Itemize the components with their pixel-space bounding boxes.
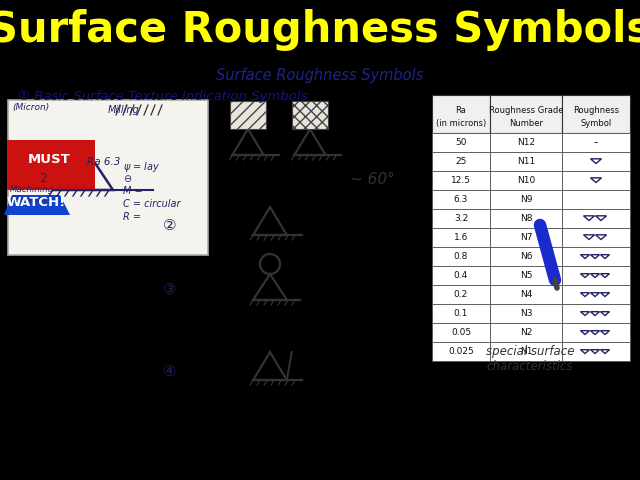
Bar bbox=[490, 171, 562, 190]
Text: 1.6: 1.6 bbox=[454, 233, 468, 242]
Bar bbox=[432, 190, 490, 209]
Bar bbox=[490, 266, 562, 285]
Bar bbox=[490, 209, 562, 228]
Bar bbox=[432, 304, 490, 323]
Text: 12.5: 12.5 bbox=[451, 176, 471, 185]
Text: (Micron): (Micron) bbox=[12, 103, 49, 112]
Text: special surface
characteristics: special surface characteristics bbox=[486, 345, 574, 373]
Bar bbox=[490, 133, 562, 152]
Text: 6.3: 6.3 bbox=[454, 195, 468, 204]
Bar bbox=[490, 228, 562, 247]
Text: Roughness Grade: Roughness Grade bbox=[489, 106, 563, 115]
Bar bbox=[562, 228, 630, 247]
Bar bbox=[490, 304, 562, 323]
Text: N1: N1 bbox=[520, 347, 532, 356]
Bar bbox=[562, 266, 630, 285]
Bar bbox=[490, 342, 562, 361]
Text: Number: Number bbox=[509, 119, 543, 128]
Bar bbox=[432, 323, 490, 342]
Bar bbox=[562, 209, 630, 228]
Text: $\psi$ = lay: $\psi$ = lay bbox=[123, 160, 161, 174]
Bar bbox=[562, 133, 630, 152]
Text: N11: N11 bbox=[517, 157, 535, 166]
Polygon shape bbox=[4, 195, 70, 215]
Text: 0.8: 0.8 bbox=[454, 252, 468, 261]
Text: ① Basic Surface Texture Indication Symbols: ① Basic Surface Texture Indication Symbo… bbox=[18, 90, 307, 103]
Text: -: - bbox=[594, 136, 598, 149]
Text: N7: N7 bbox=[520, 233, 532, 242]
Text: Surface Roughness Symbols: Surface Roughness Symbols bbox=[0, 9, 640, 51]
Text: 50: 50 bbox=[455, 138, 467, 147]
Bar bbox=[432, 247, 490, 266]
Text: Milling: Milling bbox=[108, 105, 140, 115]
Text: N3: N3 bbox=[520, 309, 532, 318]
Text: N2: N2 bbox=[520, 328, 532, 337]
Bar bbox=[562, 285, 630, 304]
Polygon shape bbox=[7, 140, 95, 190]
Bar bbox=[562, 342, 630, 361]
Bar bbox=[432, 228, 490, 247]
Text: 3.2: 3.2 bbox=[454, 214, 468, 223]
Text: ④: ④ bbox=[163, 364, 177, 380]
Text: N4: N4 bbox=[520, 290, 532, 299]
Text: 0.4: 0.4 bbox=[454, 271, 468, 280]
Text: ~ 60°: ~ 60° bbox=[350, 172, 395, 188]
Bar bbox=[432, 95, 490, 133]
Text: 0.2: 0.2 bbox=[454, 290, 468, 299]
Bar bbox=[562, 152, 630, 171]
Bar bbox=[562, 190, 630, 209]
Bar bbox=[8, 100, 208, 255]
Text: M =: M = bbox=[123, 186, 143, 196]
Text: MUST: MUST bbox=[28, 153, 70, 166]
Bar bbox=[562, 95, 630, 133]
Text: 0.05: 0.05 bbox=[451, 328, 471, 337]
Text: Surface Roughness Symbols: Surface Roughness Symbols bbox=[216, 68, 424, 83]
Text: WATCH!: WATCH! bbox=[6, 196, 66, 209]
Bar bbox=[432, 209, 490, 228]
Text: 25: 25 bbox=[455, 157, 467, 166]
Bar bbox=[562, 304, 630, 323]
Bar bbox=[432, 152, 490, 171]
Text: N5: N5 bbox=[520, 271, 532, 280]
Text: (in microns): (in microns) bbox=[436, 119, 486, 128]
Bar bbox=[490, 323, 562, 342]
Bar bbox=[490, 247, 562, 266]
Text: N8: N8 bbox=[520, 214, 532, 223]
Text: C = circular: C = circular bbox=[123, 199, 180, 209]
Bar bbox=[562, 171, 630, 190]
Text: N10: N10 bbox=[517, 176, 535, 185]
Text: N12: N12 bbox=[517, 138, 535, 147]
Text: Ra 6.3: Ra 6.3 bbox=[87, 157, 120, 167]
Text: Machining
Allowance: Machining Allowance bbox=[10, 185, 54, 204]
Text: Symbol: Symbol bbox=[580, 119, 612, 128]
Text: ②: ② bbox=[163, 217, 177, 232]
Text: ③: ③ bbox=[163, 283, 177, 298]
Text: N9: N9 bbox=[520, 195, 532, 204]
Bar bbox=[490, 190, 562, 209]
Text: $\ominus$: $\ominus$ bbox=[123, 173, 132, 184]
Text: 0.1: 0.1 bbox=[454, 309, 468, 318]
Text: 0.025: 0.025 bbox=[448, 347, 474, 356]
Bar bbox=[432, 342, 490, 361]
Bar bbox=[432, 133, 490, 152]
Bar bbox=[432, 171, 490, 190]
Bar bbox=[432, 285, 490, 304]
Text: Roughness: Roughness bbox=[573, 106, 619, 115]
Bar bbox=[490, 285, 562, 304]
Text: N6: N6 bbox=[520, 252, 532, 261]
Text: Ra: Ra bbox=[456, 106, 467, 115]
Bar bbox=[562, 323, 630, 342]
Text: 2: 2 bbox=[39, 172, 47, 185]
Bar bbox=[432, 266, 490, 285]
Bar bbox=[230, 101, 266, 129]
Text: R =: R = bbox=[123, 212, 141, 222]
Bar bbox=[490, 95, 562, 133]
Bar bbox=[562, 247, 630, 266]
Bar bbox=[490, 152, 562, 171]
Bar bbox=[292, 101, 328, 129]
